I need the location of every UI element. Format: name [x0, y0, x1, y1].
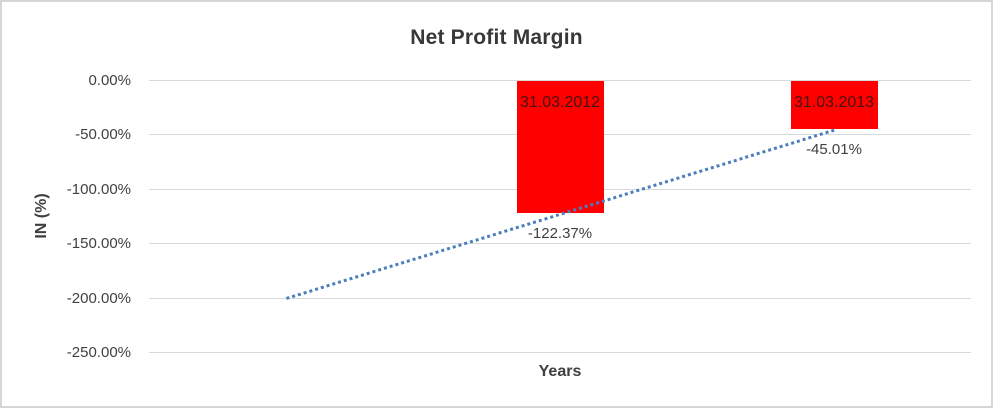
y-tick-label: -150.00%	[66, 235, 131, 253]
bar-value-label: -45.01%	[806, 140, 862, 158]
gridline	[149, 352, 971, 353]
bar-category-label: 31.03.2013	[793, 94, 875, 111]
y-tick-label: -100.00%	[66, 180, 131, 198]
y-tick-label: -200.00%	[66, 289, 131, 307]
chart-title: Net Profit Margin	[410, 26, 583, 49]
y-axis-title: IN (%)	[33, 193, 50, 239]
bar-value-label: -122.37%	[527, 225, 593, 243]
x-axis-title: Years	[538, 363, 582, 380]
y-tick-label: -50.00%	[75, 126, 131, 144]
gridline	[149, 80, 971, 81]
bar-31.03.2013[interactable]: 31.03.2013	[790, 81, 878, 129]
gridline	[149, 243, 971, 245]
y-tick-label: -250.00%	[66, 344, 131, 361]
gridline	[149, 297, 971, 299]
plot-area: 31.03.2012 -122.37% 31.03.2013 -45.01%	[149, 80, 971, 353]
y-tick-label: 0.00%	[88, 72, 131, 89]
bar-31.03.2012[interactable]: 31.03.2012	[516, 81, 604, 214]
bar-category-label: 31.03.2012	[519, 94, 601, 111]
